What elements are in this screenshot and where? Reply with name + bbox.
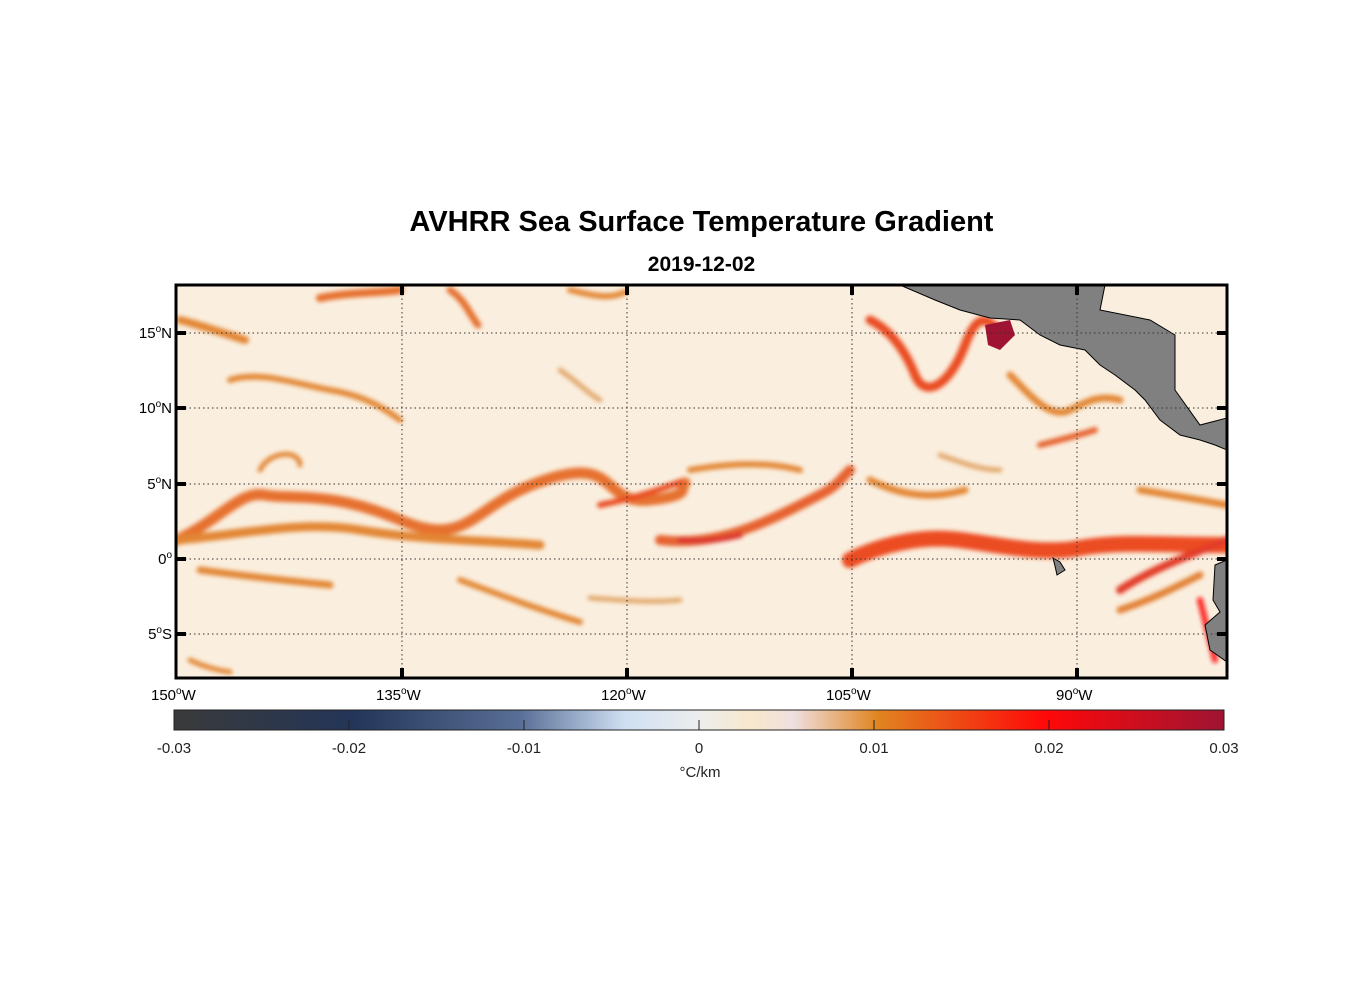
chart-subtitle: 2019-12-02 <box>647 253 756 276</box>
map-frame <box>174 283 1229 680</box>
colorbar-unit-label: °C/km <box>679 764 721 781</box>
colorbar-tick-label: 0.02 <box>1034 740 1064 757</box>
lat-tick-5n: 5oN <box>147 475 172 493</box>
lon-tick-105w: 105oW <box>826 686 871 704</box>
hotspot-eddy <box>985 320 1015 350</box>
lat-tick-15n: 15oN <box>138 324 172 342</box>
lat-tick-10n: 10oN <box>138 399 172 417</box>
colorbar-tick-label: 0.01 <box>859 740 889 757</box>
south-america-land <box>1204 559 1227 663</box>
lon-tick-135w: 135oW <box>376 686 421 704</box>
colorbar-tick-label: 0.03 <box>1209 740 1239 757</box>
lon-tick-150w: 150oW <box>151 686 196 704</box>
lat-tick-5s: 5oS <box>148 625 172 643</box>
colorbar-tick-label: -0.03 <box>156 740 192 757</box>
lon-tick-90w: 90oW <box>1056 686 1093 704</box>
colorbar-tick-label: -0.02 <box>331 740 367 757</box>
central-america-land <box>899 285 1227 451</box>
front-lines <box>176 286 1227 675</box>
lat-tick-0: 0o <box>158 550 172 568</box>
sst-gradient-field <box>176 285 1227 678</box>
colorbar-tick-label: -0.01 <box>506 740 542 757</box>
colorbar-ticks <box>348 720 1050 730</box>
land-masses <box>899 285 1227 663</box>
frame-ticks <box>176 285 1227 678</box>
colorbar-tick-label: 0 <box>694 740 704 757</box>
lon-tick-120w: 120oW <box>601 686 646 704</box>
chart-title: AVHRR Sea Surface Temperature Gradient <box>409 206 994 238</box>
galapagos-island <box>1052 556 1066 576</box>
